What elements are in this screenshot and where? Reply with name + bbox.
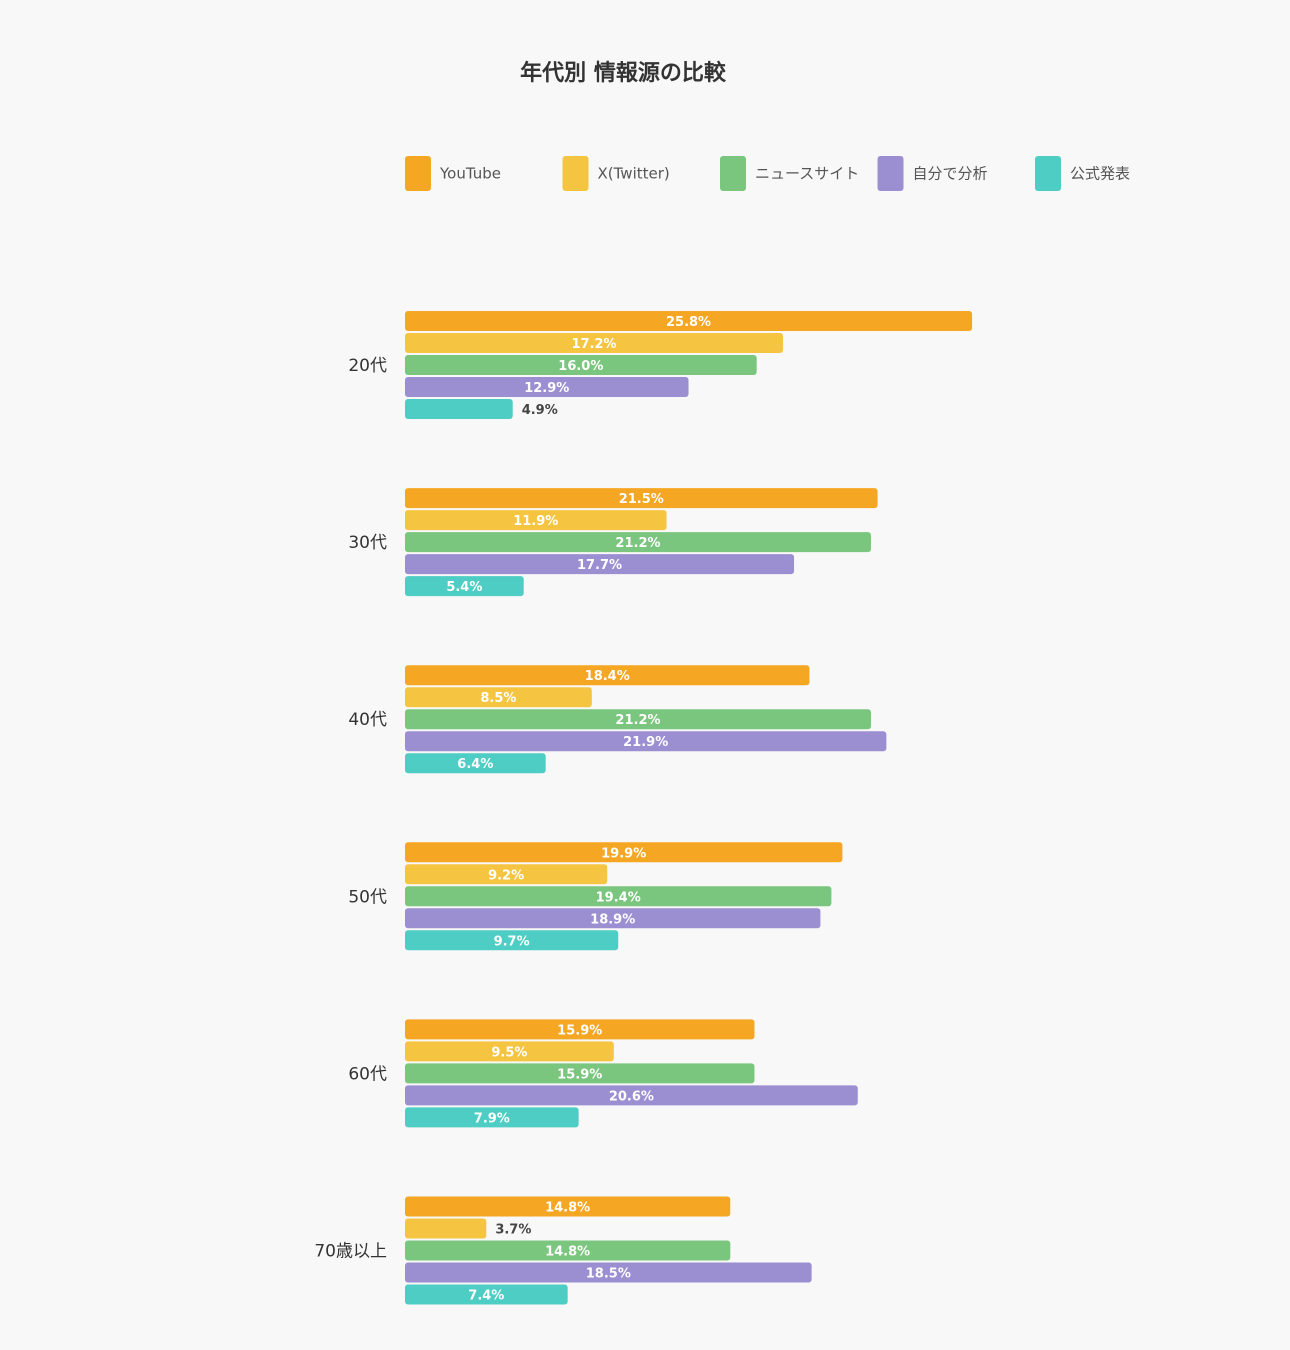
value-label-item-2-1: 21.2% bbox=[615, 536, 660, 551]
chart-title: 年代別 情報源の比較 bbox=[520, 60, 727, 86]
bar-youtube-0 bbox=[405, 311, 973, 331]
bar-item-4-1 bbox=[405, 576, 524, 597]
bar-item-3-0 bbox=[405, 377, 689, 397]
bar-item-4-3 bbox=[405, 930, 619, 951]
bar-item-2-0 bbox=[405, 355, 757, 375]
value-label-item-4-0: 4.9% bbox=[522, 403, 558, 418]
value-label-item-4-2: 6.4% bbox=[457, 757, 493, 772]
value-label-youtube-0: 25.8% bbox=[666, 315, 711, 330]
value-label-youtube-5: 14.8% bbox=[545, 1201, 590, 1216]
category-label-2: 40代 bbox=[348, 710, 387, 730]
category-label-4: 60代 bbox=[348, 1064, 387, 1084]
category-label-1: 30代 bbox=[348, 533, 387, 553]
value-label-item-2-2: 21.2% bbox=[615, 713, 660, 728]
value-label-x-twitter-5: 3.7% bbox=[495, 1223, 531, 1238]
plot-area: 20代 25.8% 17.2% 16.0% 12.9% 4.9% 30代 21.5% 11.9%… bbox=[314, 311, 973, 1305]
value-label-item-3-4: 20.6% bbox=[609, 1089, 654, 1104]
value-label-item-4-3: 9.7% bbox=[494, 934, 530, 949]
bar-x-twitter-2 bbox=[405, 687, 592, 708]
bar-youtube-5 bbox=[405, 1196, 731, 1217]
value-label-item-3-3: 18.9% bbox=[590, 912, 635, 927]
value-label-youtube-4: 15.9% bbox=[557, 1023, 602, 1038]
bar-item-4-5 bbox=[405, 1284, 568, 1305]
bar-item-3-3 bbox=[405, 908, 821, 929]
bar-item-2-4 bbox=[405, 1063, 755, 1084]
bar-x-twitter-3 bbox=[405, 864, 608, 885]
legend-label-youtube: YouTube bbox=[439, 165, 501, 183]
value-label-x-twitter-2: 8.5% bbox=[480, 691, 516, 706]
value-label-x-twitter-4: 9.5% bbox=[491, 1045, 527, 1060]
value-label-item-3-0: 12.9% bbox=[524, 381, 569, 396]
bar-item-2-1 bbox=[405, 532, 871, 553]
bar-youtube-2 bbox=[405, 665, 810, 686]
value-label-item-2-3: 19.4% bbox=[596, 890, 641, 905]
legend-label-item-4: 公式発表 bbox=[1070, 165, 1130, 183]
value-label-item-4-5: 7.4% bbox=[468, 1289, 504, 1304]
value-label-x-twitter-3: 9.2% bbox=[488, 868, 524, 883]
bar-x-twitter-1 bbox=[405, 510, 667, 531]
bar-item-4-4 bbox=[405, 1107, 579, 1128]
bar-x-twitter-5 bbox=[405, 1218, 487, 1239]
category-label-3: 50代 bbox=[348, 887, 387, 907]
bar-item-3-1 bbox=[405, 554, 795, 575]
bar-x-twitter-0 bbox=[405, 333, 784, 353]
value-label-item-3-5: 18.5% bbox=[586, 1267, 631, 1282]
value-label-youtube-3: 19.9% bbox=[601, 846, 646, 861]
value-label-item-3-2: 21.9% bbox=[623, 735, 668, 750]
bar-item-3-2 bbox=[405, 731, 887, 752]
bar-youtube-3 bbox=[405, 842, 843, 863]
value-label-youtube-1: 21.5% bbox=[619, 492, 664, 507]
legend-swatch-item-4 bbox=[1035, 156, 1061, 191]
bar-item-2-3 bbox=[405, 886, 832, 907]
legend: YouTube X(Twitter) ニュースサイト 自分で分析 公式発表 bbox=[405, 156, 1130, 191]
bar-item-2-2 bbox=[405, 709, 871, 730]
legend-label-x-twitter: X(Twitter) bbox=[598, 165, 670, 183]
legend-swatch-item-3 bbox=[877, 156, 904, 191]
legend-swatch-x-twitter bbox=[562, 156, 589, 191]
category-label-5: 70歳以上 bbox=[314, 1242, 387, 1262]
legend-swatch-item-2 bbox=[720, 156, 746, 191]
value-label-x-twitter-0: 17.2% bbox=[571, 337, 616, 352]
value-label-item-2-5: 14.8% bbox=[545, 1245, 590, 1260]
value-label-youtube-2: 18.4% bbox=[585, 669, 630, 684]
value-label-item-4-4: 7.9% bbox=[474, 1111, 510, 1126]
bar-item-4-2 bbox=[405, 753, 546, 774]
bar-item-2-5 bbox=[405, 1240, 731, 1261]
category-label-0: 20代 bbox=[348, 356, 387, 376]
value-label-item-4-1: 5.4% bbox=[446, 580, 482, 595]
bar-item-4-0 bbox=[405, 399, 513, 419]
value-label-x-twitter-1: 11.9% bbox=[513, 514, 558, 529]
legend-label-item-3: 自分で分析 bbox=[913, 165, 988, 183]
value-label-item-2-0: 16.0% bbox=[558, 359, 603, 374]
bar-item-3-4 bbox=[405, 1085, 858, 1106]
legend-swatch-youtube bbox=[405, 156, 431, 191]
bar-item-3-5 bbox=[405, 1262, 812, 1283]
value-label-item-3-1: 17.7% bbox=[577, 558, 622, 573]
bar-youtube-1 bbox=[405, 488, 878, 509]
legend-label-item-2: ニュースサイト bbox=[755, 165, 859, 183]
value-label-item-2-4: 15.9% bbox=[557, 1067, 602, 1082]
bar-youtube-4 bbox=[405, 1019, 755, 1040]
bar-x-twitter-4 bbox=[405, 1041, 614, 1062]
